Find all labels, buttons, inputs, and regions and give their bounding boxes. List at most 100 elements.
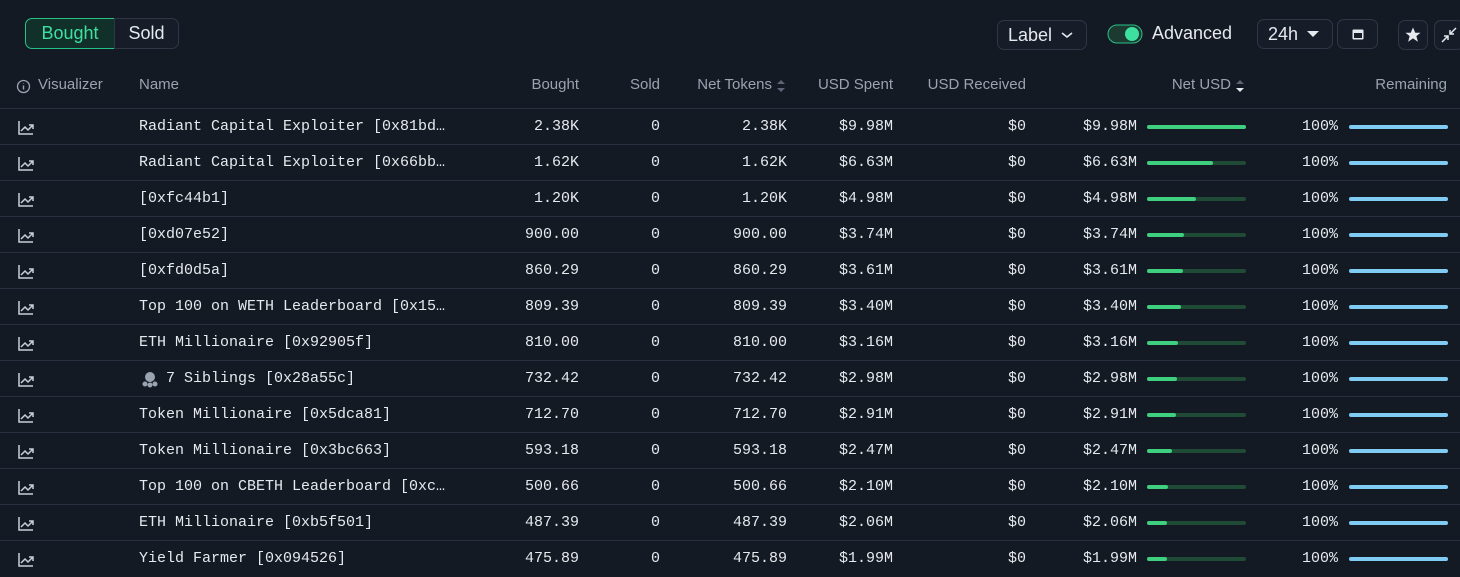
table-row[interactable]: Yield Farmer [0x094526] 475.89 0 475.89 $1.9… xyxy=(0,540,1460,577)
table-row[interactable]: [0xd07e52] 900.00 0 900.00 $3.74M $0 $3.74M 100… xyxy=(0,216,1460,253)
visualizer-icon[interactable] xyxy=(17,263,35,281)
value-cell: $0 xyxy=(1007,154,1026,171)
table-row[interactable]: [0xfc44b1] 1.20K 0 1.20K $4.98M $0 $4.98M 100% xyxy=(0,180,1460,217)
value-cell: $0 xyxy=(1007,226,1026,243)
column-header[interactable]: Remaining xyxy=(1375,76,1447,93)
sort-icon[interactable] xyxy=(776,78,786,94)
table-row[interactable]: Top 100 on CBETH Leaderboard [0xc… 500.66… xyxy=(0,468,1460,505)
calendar-button[interactable] xyxy=(1337,19,1378,49)
value-cell: $6.63M xyxy=(1082,154,1137,171)
timeframe-dropdown[interactable]: 24h xyxy=(1257,19,1333,49)
value-cell: $2.06M xyxy=(838,514,893,531)
remaining-bar xyxy=(1349,377,1448,381)
value-cell: $3.61M xyxy=(838,262,893,279)
visualizer-icon[interactable] xyxy=(17,335,35,353)
net-usd-bar xyxy=(1147,449,1172,453)
net-usd-track xyxy=(1147,377,1246,381)
net-usd-track xyxy=(1147,305,1246,309)
table-row[interactable]: Token Millionaire [0x5dca81] 712.70 0 712.7… xyxy=(0,396,1460,433)
table-row[interactable]: Radiant Capital Exploiter [0x81bd… 2.38K 0… xyxy=(0,108,1460,145)
remaining-bar xyxy=(1349,233,1448,237)
name-cell: Yield Farmer [0x094526] xyxy=(139,550,347,567)
visualizer-icon[interactable] xyxy=(17,191,35,209)
net-usd-bar xyxy=(1147,233,1185,237)
tab-bought[interactable]: Bought xyxy=(25,18,115,49)
column-header[interactable]: Name xyxy=(139,76,180,93)
value-cell: $0 xyxy=(1007,370,1026,387)
name-cell: [0xd07e52] xyxy=(139,226,230,243)
column-header[interactable]: Net Tokens xyxy=(697,76,772,93)
value-cell: $6.63M xyxy=(838,154,893,171)
column-header[interactable]: Visualizer xyxy=(38,76,103,93)
value-cell: 100% xyxy=(1301,190,1338,207)
value-cell: $3.61M xyxy=(1082,262,1137,279)
visualizer-icon[interactable] xyxy=(17,155,35,173)
value-cell: 593.18 xyxy=(732,442,787,459)
collapse-button[interactable] xyxy=(1434,20,1460,50)
table-row[interactable]: Radiant Capital Exploiter [0x66bb… 1.62K 0… xyxy=(0,144,1460,181)
value-cell: 2.38K xyxy=(741,118,787,135)
column-header[interactable]: Bought xyxy=(531,76,579,93)
value-cell: 0 xyxy=(650,442,660,459)
value-cell: $3.40M xyxy=(838,298,893,315)
visualizer-icon[interactable] xyxy=(17,299,35,317)
value-cell: 100% xyxy=(1301,118,1338,135)
remaining-bar xyxy=(1349,485,1448,489)
value-cell: $0 xyxy=(1007,262,1026,279)
value-cell: 475.89 xyxy=(732,550,787,567)
value-cell: $0 xyxy=(1007,406,1026,423)
advanced-toggle[interactable] xyxy=(1107,24,1143,44)
value-cell: 0 xyxy=(650,262,660,279)
table-row[interactable]: Top 100 on WETH Leaderboard [0x15… 809.39… xyxy=(0,288,1460,325)
column-header[interactable]: USD Received xyxy=(927,76,1026,93)
visualizer-icon[interactable] xyxy=(17,119,35,137)
label-text: Label xyxy=(1008,24,1053,45)
name-cell: ETH Millionaire [0xb5f501] xyxy=(139,514,374,531)
visualizer-icon[interactable] xyxy=(17,227,35,245)
value-cell: 100% xyxy=(1301,442,1338,459)
value-cell: 810.00 xyxy=(524,334,579,351)
visualizer-icon[interactable] xyxy=(17,407,35,425)
value-cell: $0 xyxy=(1007,334,1026,351)
value-cell: 1.62K xyxy=(741,154,787,171)
value-cell: $9.98M xyxy=(1082,118,1137,135)
label-dropdown[interactable]: Label xyxy=(997,20,1087,50)
chevron xyxy=(1061,32,1073,39)
value-cell: $2.10M xyxy=(1082,478,1137,495)
sort-icon-active[interactable] xyxy=(1235,78,1245,94)
table-row[interactable]: ETH Millionaire [0xb5f501] 487.39 0 487.39 $… xyxy=(0,504,1460,541)
value-cell: 1.20K xyxy=(741,190,787,207)
remaining-bar xyxy=(1349,449,1448,453)
value-cell: 100% xyxy=(1301,370,1338,387)
remaining-bar xyxy=(1349,413,1448,417)
table-row[interactable]: [0xfd0d5a] 860.29 0 860.29 $3.61M $0 $3.61M 100… xyxy=(0,252,1460,289)
net-usd-track xyxy=(1147,269,1246,273)
column-header[interactable]: Sold xyxy=(629,76,660,93)
table-row[interactable]: 7 Siblings [0x28a55c] 732.42 0 732.42 $2.98M… xyxy=(0,360,1460,397)
net-usd-bar xyxy=(1147,413,1176,417)
visualizer-icon[interactable] xyxy=(17,551,35,569)
value-cell: 810.00 xyxy=(732,334,787,351)
net-usd-track xyxy=(1147,197,1246,201)
value-cell: 809.39 xyxy=(524,298,579,315)
value-cell: 860.29 xyxy=(732,262,787,279)
column-header[interactable]: USD Spent xyxy=(817,76,893,93)
tab-sold[interactable]: Sold xyxy=(114,18,179,49)
visualizer-icon[interactable] xyxy=(17,479,35,497)
column-header[interactable]: Net USD xyxy=(1171,76,1231,93)
value-cell: 1.20K xyxy=(533,190,579,207)
name-cell: Top 100 on WETH Leaderboard [0x15… xyxy=(139,298,446,315)
net-usd-track xyxy=(1147,233,1246,237)
visualizer-icon[interactable] xyxy=(17,515,35,533)
visualizer-icon[interactable] xyxy=(17,443,35,461)
value-cell: 0 xyxy=(650,226,660,243)
visualizer-icon[interactable] xyxy=(17,371,35,389)
table-row[interactable]: ETH Millionaire [0x92905f] 810.00 0 810.00 $… xyxy=(0,324,1460,361)
star-button[interactable] xyxy=(1398,20,1428,50)
value-cell: 0 xyxy=(650,406,660,423)
value-cell: 593.18 xyxy=(524,442,579,459)
table-row[interactable]: Token Millionaire [0x3bc663] 593.18 0 593.1… xyxy=(0,432,1460,469)
value-cell: 0 xyxy=(650,190,660,207)
value-cell: 100% xyxy=(1301,406,1338,423)
value-cell: 860.29 xyxy=(524,262,579,279)
